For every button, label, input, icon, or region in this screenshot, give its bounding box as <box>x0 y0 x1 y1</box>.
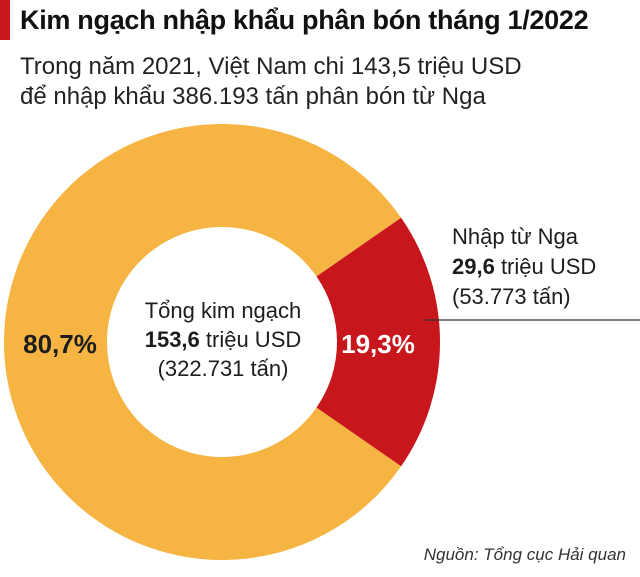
center-total-value: 153,6 <box>144 327 200 352</box>
chart-title: Kim ngạch nhập khẩu phân bón tháng 1/202… <box>20 5 589 35</box>
title-bar: Kim ngạch nhập khẩu phân bón tháng 1/202… <box>0 0 640 40</box>
slice-other <box>3 124 402 561</box>
title-accent-bar <box>0 0 10 40</box>
callout-value: 29,6 <box>452 254 495 279</box>
slice-labels: 80,7% 19,3% <box>23 329 415 359</box>
center-label-line-1: Tổng kim ngạch <box>144 298 302 323</box>
russia-callout: Nhập từ Nga 29,6 triệu USD (53.773 tấn) <box>452 222 596 312</box>
slice-label-russia: 19,3% <box>341 329 415 359</box>
callout-line-1: Nhập từ Nga <box>452 224 579 249</box>
chart-subtitle: Trong năm 2021, Việt Nam chi 143,5 triệu… <box>20 52 630 112</box>
subtitle-line-2: để nhập khẩu 386.193 tấn phân bón từ Nga <box>20 83 486 110</box>
center-total-label: Tổng kim ngạch 153,6 triệu USD (322.731 … <box>110 296 336 383</box>
source-note: Nguồn: Tổng cục Hải quan <box>423 545 626 564</box>
center-label-line-3: (322.731 tấn) <box>157 356 289 381</box>
subtitle-line-1: Trong năm 2021, Việt Nam chi 143,5 triệu… <box>20 53 522 80</box>
center-label-line-2: 153,6 triệu USD <box>110 325 336 354</box>
donut-slices <box>3 124 440 561</box>
center-total-unit: triệu USD <box>199 327 302 352</box>
callout-unit: triệu USD <box>494 254 597 279</box>
callout-line-3: (53.773 tấn) <box>452 284 571 309</box>
slice-label-other: 80,7% <box>23 329 97 359</box>
slice-russia <box>316 217 440 467</box>
callout-line-2: 29,6 triệu USD <box>452 252 596 282</box>
